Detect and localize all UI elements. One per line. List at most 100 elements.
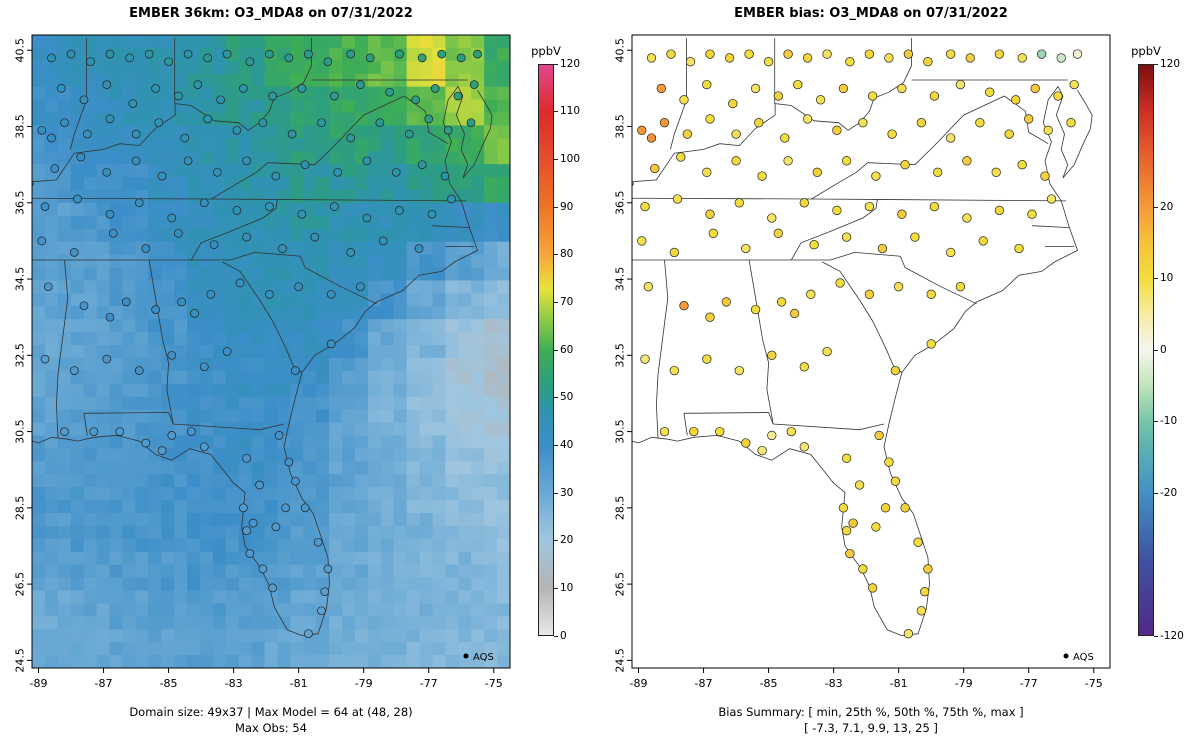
x-tick-label: -79 (955, 677, 973, 690)
station-dot (1011, 95, 1021, 105)
station-dot (151, 305, 160, 314)
station-dot (385, 87, 395, 97)
station-dot (274, 431, 284, 440)
station-dot (284, 53, 294, 63)
station-dot (757, 445, 767, 456)
station-dot (151, 84, 160, 93)
colorbar-tick-mark (554, 158, 558, 160)
station-dot (317, 118, 326, 128)
bias-map-panel: EMBER bias: O3_MDA8 on 07/31/2022 -89 -87… (600, 0, 1200, 750)
station-dot (978, 236, 988, 246)
station-dot (741, 438, 751, 448)
station-dot (47, 53, 56, 63)
bias-map-title: EMBER bias: O3_MDA8 on 07/31/2022 (734, 6, 1008, 21)
station-dot (640, 201, 650, 212)
station-dot (750, 83, 761, 94)
station-dot (841, 453, 852, 463)
station-dot (212, 167, 222, 177)
station-dot (141, 244, 151, 253)
model-caption-domain: Domain size: 49x37 | Max Model = 64 at (… (129, 705, 413, 719)
colorbar-tick-mark (554, 349, 558, 351)
station-dot (141, 438, 151, 448)
x-tick-label: -83 (225, 677, 243, 690)
x-tick-label: -77 (420, 677, 438, 690)
station-dot (793, 79, 803, 90)
station-dot (913, 537, 923, 547)
y-tick-label: 38.5 (614, 114, 627, 138)
plot-frame (31, 34, 511, 669)
station-dot (659, 426, 670, 437)
x-tick-label: -87 (95, 677, 113, 690)
station-dot (1040, 171, 1050, 181)
station-dot (933, 167, 943, 177)
station-dot (750, 304, 761, 315)
colorbar-tick-mark (1154, 349, 1158, 351)
colorbar-tick-label: 10 (1160, 272, 1174, 284)
colorbar-tick-mark (1154, 206, 1158, 208)
station-dot (864, 49, 875, 59)
station-dot (323, 57, 333, 67)
station-dot (659, 118, 670, 128)
station-dot (721, 297, 731, 307)
station-dot (102, 354, 112, 364)
station-dot (173, 91, 183, 101)
station-dot (411, 95, 421, 105)
station-dot (910, 232, 920, 242)
station-dot (946, 133, 956, 143)
station-dot (1053, 91, 1063, 101)
station-dot (923, 564, 933, 574)
station-dot (40, 354, 50, 364)
bias-station-dots-layer (637, 49, 1083, 639)
station-dot (731, 129, 741, 139)
station-dot (222, 49, 232, 59)
station-dot (643, 282, 653, 292)
colorbar-tick-label: 50 (560, 391, 574, 404)
station-dot (1017, 160, 1027, 170)
station-dot (841, 156, 852, 166)
station-dot (822, 346, 832, 357)
station-dot (326, 339, 336, 349)
station-dot (871, 171, 881, 181)
station-dot (222, 347, 232, 356)
bias-map-background (632, 35, 1110, 668)
station-dot (173, 228, 183, 238)
station-dot (105, 312, 115, 322)
station-dot (265, 49, 274, 59)
colorbar-tick-mark (554, 111, 558, 113)
station-dot (666, 49, 676, 59)
x-tick-label: -81 (890, 677, 908, 690)
station-dot (414, 244, 424, 253)
station-dot (69, 366, 79, 375)
station-dot (929, 91, 940, 101)
station-dot (689, 426, 699, 437)
station-dot (1030, 83, 1040, 94)
station-dot (245, 549, 255, 558)
station-dot (265, 289, 274, 299)
y-tick-label: 36.5 (614, 191, 627, 216)
colorbar-tick-label: 120 (560, 57, 581, 70)
station-dot (125, 53, 134, 63)
station-dot (767, 213, 777, 223)
station-dot (199, 362, 209, 372)
station-dot (1066, 118, 1076, 128)
station-dot (702, 167, 712, 177)
station-dot (1046, 194, 1057, 204)
station-dot (845, 548, 855, 559)
station-dot (157, 446, 167, 455)
station-dot (676, 152, 686, 162)
colorbar-tick-label: 20 (560, 534, 574, 547)
station-dot (1024, 114, 1034, 124)
station-dot (242, 526, 251, 536)
colorbar-tick-mark (554, 206, 558, 208)
station-dot (1056, 53, 1066, 63)
station-dot (893, 282, 904, 292)
station-dot (754, 118, 764, 128)
y-tick-label: 40.5 (614, 38, 627, 63)
model-colorbar (538, 64, 554, 636)
station-dot (86, 57, 95, 67)
y-tick-label: 24.5 (14, 648, 27, 673)
station-dot (320, 587, 330, 597)
station-dot (923, 57, 933, 67)
colorbar-tick-label: 40 (560, 438, 574, 451)
axis-ticks: -89 -87 -85 -83 -81 -79 -77 -75 40.5 38.5 36.5 34.5… (614, 38, 1103, 690)
